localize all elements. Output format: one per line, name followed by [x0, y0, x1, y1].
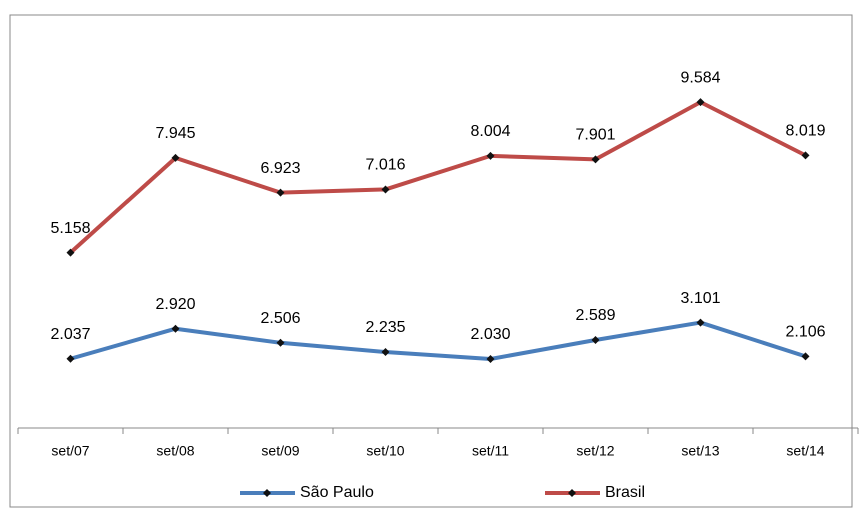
legend-label: Brasil — [605, 484, 645, 501]
x-tick-label: set/12 — [576, 443, 614, 459]
data-label: 8.004 — [470, 123, 510, 140]
data-point — [171, 324, 180, 333]
data-label: 7.016 — [365, 157, 405, 174]
data-label: 2.506 — [260, 310, 300, 327]
data-point — [171, 153, 180, 162]
data-label: 2.037 — [50, 326, 90, 343]
x-tick-label: set/13 — [681, 443, 719, 459]
x-tick-label: set/14 — [786, 443, 824, 459]
data-label: 2.106 — [785, 324, 825, 341]
data-label: 9.584 — [680, 69, 720, 86]
data-label: 3.101 — [680, 290, 720, 307]
data-point — [276, 338, 285, 347]
data-label: 7.901 — [575, 127, 615, 144]
data-label: 2.235 — [365, 319, 405, 336]
legend-label: São Paulo — [300, 484, 374, 501]
data-point — [381, 348, 390, 357]
data-point — [66, 354, 75, 363]
data-label: 2.920 — [155, 296, 195, 313]
series-line — [69, 320, 807, 361]
x-tick-label: set/09 — [261, 443, 299, 459]
data-point — [801, 151, 810, 160]
data-label: 2.589 — [575, 307, 615, 324]
x-tick-label: set/08 — [156, 443, 194, 459]
data-point — [276, 188, 285, 197]
x-tick-label: set/10 — [366, 443, 404, 459]
data-point — [801, 352, 810, 361]
data-label: 8.019 — [785, 123, 825, 140]
data-label: 6.923 — [260, 160, 300, 177]
data-point — [381, 185, 390, 194]
data-label: 2.030 — [470, 326, 510, 343]
series-line — [69, 100, 807, 255]
data-point — [696, 98, 705, 107]
x-tick-label: set/11 — [472, 443, 509, 459]
legend-marker — [568, 489, 576, 497]
data-point — [486, 151, 495, 160]
data-label: 7.945 — [155, 125, 195, 142]
data-point — [486, 354, 495, 363]
legend-marker — [263, 489, 271, 497]
data-point — [66, 248, 75, 257]
data-label: 5.158 — [50, 220, 90, 237]
data-point — [591, 155, 600, 164]
data-point — [696, 318, 705, 327]
chart-frame — [9, 14, 853, 508]
x-tick-label: set/07 — [51, 443, 89, 459]
data-point — [591, 335, 600, 344]
